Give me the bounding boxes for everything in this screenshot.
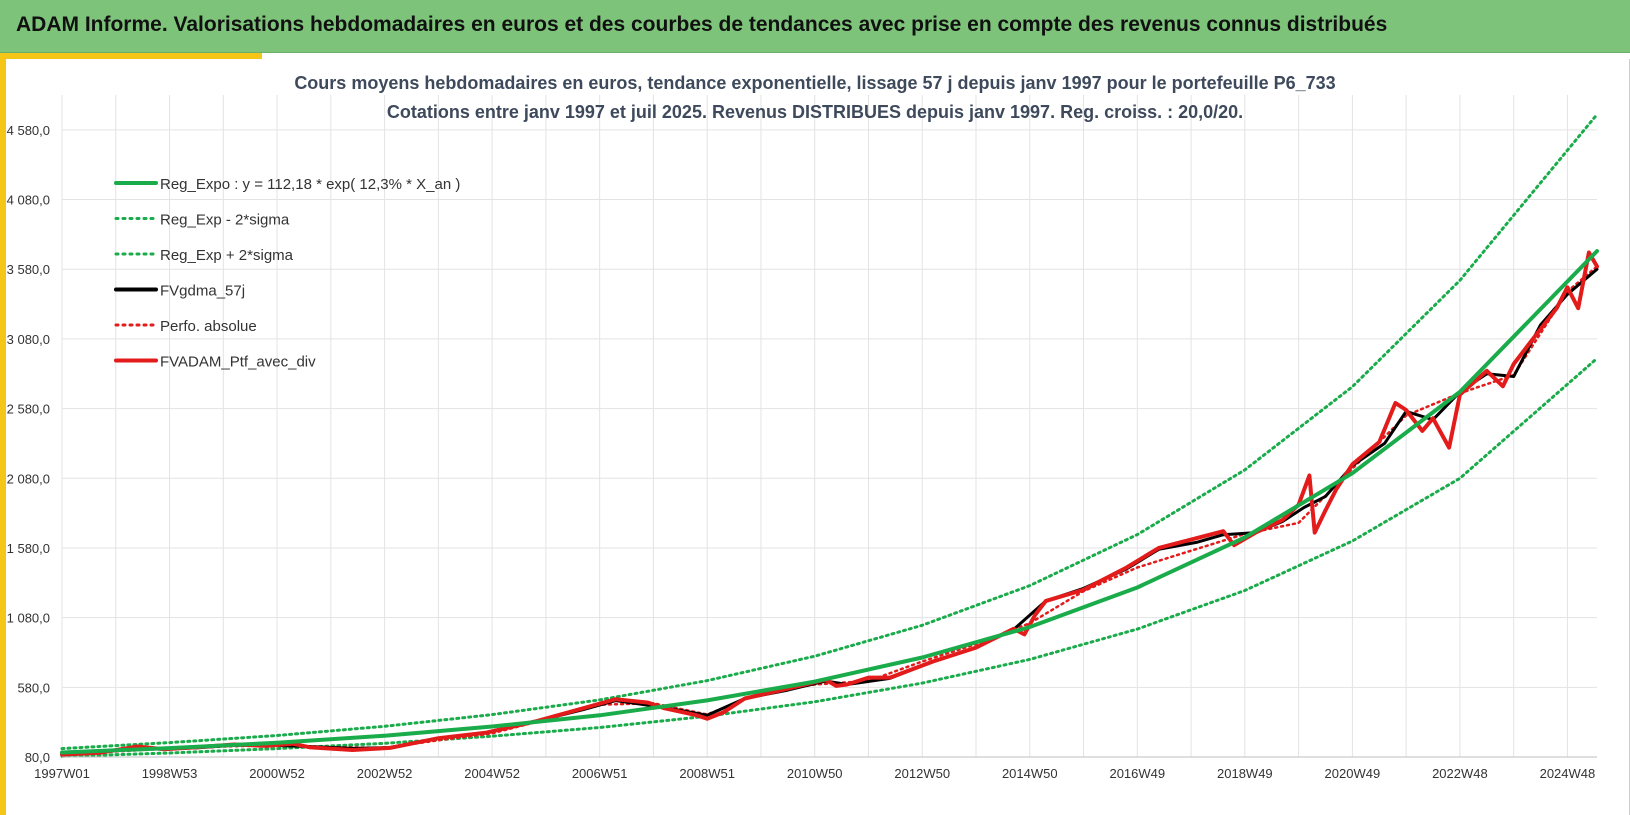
x-tick-label: 2024W48 [1540,766,1596,781]
series-line-1 [60,356,1599,758]
chart-legend: Reg_Expo : y = 112,18 * exp( 12,3% * X_a… [114,176,460,371]
y-tick-label: 3 580,0 [7,262,50,277]
series-line-0 [60,249,1599,755]
y-tick-label: 4 080,0 [7,193,50,208]
y-tick-label: 2 080,0 [7,471,50,486]
chart-axes: 80,0 580,0 1 080,0 1 580,0 2 080,0 2 580,0 3 0… [7,123,1597,781]
x-tick-label: 1998W53 [142,766,198,781]
x-tick-label: 2008W51 [679,766,735,781]
x-tick-label: 2016W49 [1109,766,1165,781]
legend-label: Perfo. absolue [160,318,257,335]
y-tick-label: 80,0 [25,750,50,765]
y-tick-label: 3 080,0 [7,332,50,347]
x-tick-label: 2012W50 [894,766,950,781]
x-tick-label: 2002W52 [357,766,413,781]
series-line-5 [60,250,1599,757]
y-tick-label: 1 080,0 [7,611,50,626]
legend-label: Reg_Exp - 2*sigma [160,212,290,229]
chart-series [60,113,1599,758]
y-tick-label: 1 580,0 [7,541,50,556]
header-bar: ADAM Informe. Valorisations hebdomadaire… [0,0,1630,53]
legend-label: Reg_Exp + 2*sigma [160,247,294,264]
y-tick-label: 580,0 [17,680,50,695]
x-tick-label: 2000W52 [249,766,305,781]
legend-label: FVADAM_Ptf_avec_div [160,354,316,371]
x-tick-label: 2014W50 [1002,766,1058,781]
chart-title-line-1: Cours moyens hebdomadaires en euros, ten… [294,73,1335,93]
accent-bar-top [0,53,262,59]
page-title: ADAM Informe. Valorisations hebdomadaire… [16,13,1388,36]
chart-grid [61,95,1597,758]
x-tick-label: 1997W01 [34,766,90,781]
legend-label: Reg_Expo : y = 112,18 * exp( 12,3% * X_a… [160,176,460,193]
legend-label: FVgdma_57j [160,283,245,300]
x-tick-label: 2022W48 [1432,766,1488,781]
x-tick-label: 2020W49 [1325,766,1381,781]
accent-bar-left [0,53,6,815]
x-tick-label: 2010W50 [787,766,843,781]
x-tick-label: 2006W51 [572,766,628,781]
y-tick-label: 2 580,0 [7,402,50,417]
chart-title: Cours moyens hebdomadaires en euros, ten… [294,73,1335,122]
x-tick-label: 2018W49 [1217,766,1273,781]
x-tick-label: 2004W52 [464,766,520,781]
series-line-2 [60,113,1599,751]
y-tick-label: 4 580,0 [7,123,50,138]
chart-title-line-2: Cotations entre janv 1997 et juil 2025. … [387,102,1243,122]
